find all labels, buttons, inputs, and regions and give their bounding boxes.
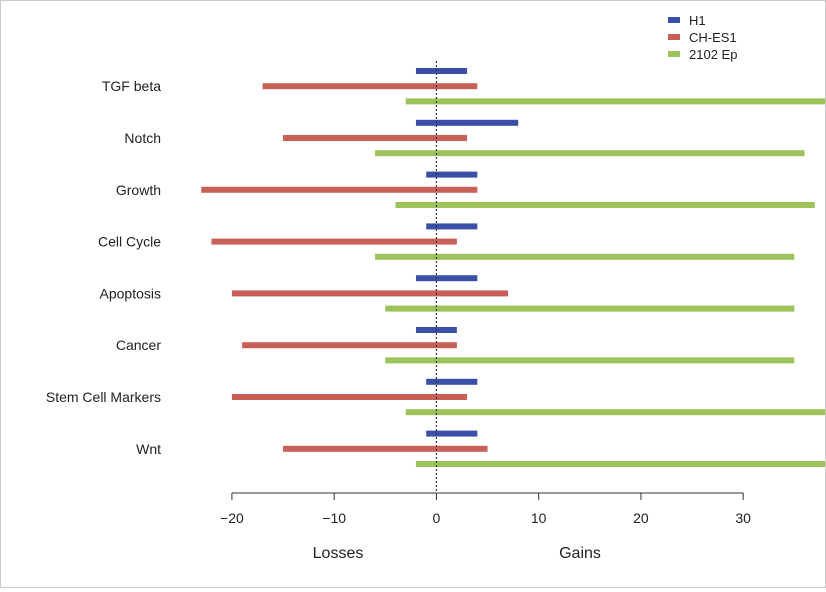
bar-2102-ep-wnt	[415, 461, 825, 467]
legend-label: CH-ES1	[689, 30, 737, 45]
bar-h1-apoptosis	[415, 275, 478, 282]
legend-swatch	[668, 51, 680, 57]
category-label: Stem Cell Markers	[46, 389, 161, 405]
bar-2102-ep-cell-cycle	[375, 253, 795, 260]
bar-ch-es1-stem-cell-markers	[231, 394, 468, 400]
bars-layer	[201, 68, 825, 467]
x-tick-label: 0	[433, 510, 441, 526]
legend-swatch	[668, 17, 680, 23]
category-label: Notch	[124, 130, 161, 146]
bar-ch-es1-cancer	[242, 342, 457, 349]
bar-2102-ep-notch	[375, 150, 805, 157]
bar-h1-notch	[415, 119, 519, 126]
category-label: Apoptosis	[100, 285, 161, 301]
x-axis: −20 −10 0 10 20 30 Losses Gains	[220, 492, 751, 562]
category-labels: TGF beta Notch Growth Cell Cycle Apoptosis Ca…	[46, 78, 161, 457]
legend-swatch	[668, 34, 680, 40]
legend-label: H1	[689, 13, 706, 28]
bar-ch-es1-apoptosis	[231, 290, 508, 297]
bar-ch-es1-wnt	[283, 445, 488, 452]
x-tick-label: 20	[633, 510, 649, 526]
legend: H1 CH-ES1 2102 Ep	[668, 13, 737, 62]
bar-h1-stem-cell-markers	[426, 378, 478, 385]
bar-ch-es1-growth	[201, 186, 478, 193]
bar-2102-ep-cancer	[385, 357, 795, 364]
category-label: Cell Cycle	[98, 234, 161, 250]
bar-2102-ep-growth	[395, 202, 815, 208]
legend-label: 2102 Ep	[689, 47, 737, 62]
category-label: Cancer	[116, 337, 161, 353]
category-label: Growth	[116, 182, 161, 198]
bar-ch-es1-notch	[283, 135, 468, 141]
bar-h1-tgf-beta	[415, 68, 468, 74]
losses-label: Losses	[313, 545, 364, 562]
x-tick-label: 10	[531, 510, 547, 526]
x-tick-label: 30	[735, 510, 751, 526]
bar-h1-growth	[426, 171, 478, 178]
bar-2102-ep-tgf-beta	[405, 98, 825, 105]
bar-2102-ep-stem-cell-markers	[405, 409, 825, 416]
bar-h1-cell-cycle	[426, 223, 478, 230]
bar-h1-wnt	[426, 430, 478, 437]
category-label: Wnt	[136, 441, 161, 457]
x-tick-label: −20	[220, 510, 244, 526]
gains-label: Gains	[559, 545, 601, 562]
bar-2102-ep-apoptosis	[385, 305, 795, 312]
bar-ch-es1-cell-cycle	[211, 238, 457, 245]
category-label: TGF beta	[102, 78, 161, 94]
x-tick-label: −10	[322, 510, 346, 526]
bar-ch-es1-tgf-beta	[262, 83, 478, 90]
